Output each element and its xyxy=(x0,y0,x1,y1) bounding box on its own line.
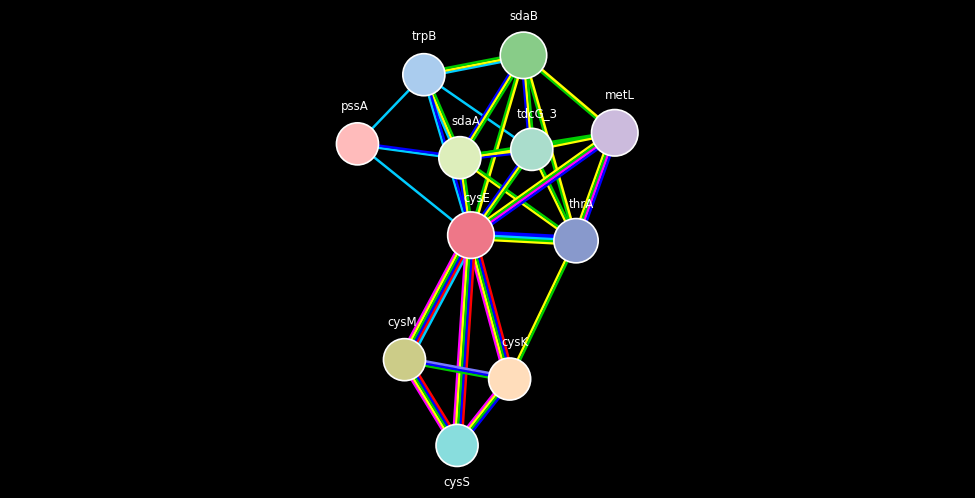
Text: cysE: cysE xyxy=(463,192,489,205)
Circle shape xyxy=(592,110,638,156)
Circle shape xyxy=(436,424,478,467)
Circle shape xyxy=(511,128,553,170)
Text: tdcG_3: tdcG_3 xyxy=(517,107,558,120)
Circle shape xyxy=(403,54,445,96)
Circle shape xyxy=(500,32,547,79)
Circle shape xyxy=(488,358,530,400)
Text: sdaB: sdaB xyxy=(509,10,538,23)
Text: pssA: pssA xyxy=(341,101,369,114)
Circle shape xyxy=(448,212,494,258)
Text: thrA: thrA xyxy=(569,198,594,211)
Text: trpB: trpB xyxy=(411,29,437,43)
Circle shape xyxy=(554,219,599,263)
Text: cysK: cysK xyxy=(501,336,528,349)
Text: metL: metL xyxy=(605,89,636,103)
Text: cysM: cysM xyxy=(387,316,416,329)
Circle shape xyxy=(439,136,481,179)
Circle shape xyxy=(383,339,425,380)
Text: cysS: cysS xyxy=(444,476,471,489)
Text: sdaA: sdaA xyxy=(450,116,480,128)
Circle shape xyxy=(336,123,378,165)
